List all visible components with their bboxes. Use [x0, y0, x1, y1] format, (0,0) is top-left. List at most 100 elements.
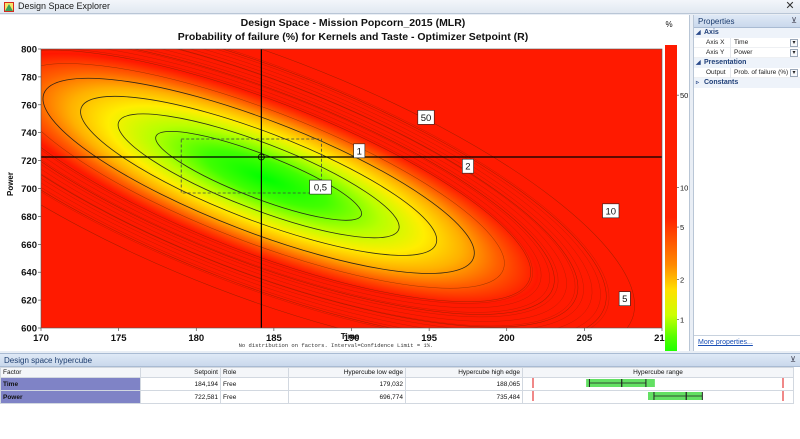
prop-row-axis-x[interactable]: Axis X Time ▾	[694, 37, 800, 48]
high-edge-value[interactable]: 188,065	[405, 377, 523, 391]
prop-row-output[interactable]: Output Prob. of failure (%) ▾	[694, 67, 800, 78]
section-presentation[interactable]: ◢ Presentation	[694, 58, 800, 68]
prop-value: Power	[730, 47, 790, 58]
setpoint-value[interactable]: 722,581	[140, 390, 221, 404]
y-tick-label: 660	[21, 240, 37, 251]
contour-line	[41, 49, 542, 309]
hypercube-panel: Design space hypercube ⊻ Factor Setpoint…	[0, 353, 800, 439]
y-tick-label: 760	[21, 100, 37, 111]
hypercube-range-bar[interactable]	[525, 378, 791, 388]
contour-label: 1	[353, 143, 366, 159]
y-tick-label: 680	[21, 212, 37, 223]
range-cell[interactable]	[522, 390, 794, 404]
y-tick-label: 800	[21, 45, 37, 56]
contour-line	[41, 49, 607, 328]
collapse-triangle-icon[interactable]: ◢	[696, 30, 701, 36]
low-edge-value[interactable]: 696,774	[288, 390, 406, 404]
app-icon	[4, 2, 14, 12]
section-axis[interactable]: ◢ Axis	[694, 28, 800, 38]
colorbar-tick-label: 1	[680, 315, 684, 324]
probability-heatmap	[41, 52, 539, 305]
colorbar-legend: 50105210,5	[665, 45, 688, 351]
contour-line	[41, 49, 635, 328]
range-cell[interactable]	[522, 377, 794, 391]
contour-label: 10	[602, 203, 620, 219]
contour-line	[41, 49, 559, 318]
hypercube-box	[180, 138, 322, 194]
close-window-icon[interactable]: ✕	[785, 0, 795, 12]
hypercube-table: Factor Setpoint Role Hypercube low edge …	[0, 367, 794, 404]
col-header-high-edge[interactable]: Hypercube high edge	[405, 367, 523, 378]
col-header-range[interactable]: Hypercube range	[522, 367, 794, 378]
col-header-low-edge[interactable]: Hypercube low edge	[288, 367, 406, 378]
x-tick-label: 185	[266, 333, 283, 344]
x-tick-label: 210	[654, 333, 670, 344]
hypercube-rectangle	[180, 138, 322, 194]
contour-label: 5	[618, 291, 631, 307]
pin-icon[interactable]: ⊻	[790, 355, 796, 364]
role-value[interactable]: Free	[220, 390, 289, 404]
chart-subtitle: Probability of failure (%) for Kernels a…	[178, 31, 528, 43]
contour-line	[155, 131, 363, 221]
contour-label-text: 2	[465, 162, 470, 173]
x-tick-label: 170	[33, 333, 49, 344]
y-tick-label: 720	[21, 156, 37, 167]
contour-label-text: 5	[622, 294, 627, 305]
setpoint-value[interactable]: 184,194	[140, 377, 221, 391]
hypercube-header: Design space hypercube ⊻	[0, 354, 800, 367]
expand-triangle-icon[interactable]: ▹	[696, 80, 700, 86]
title-bar: Design Space Explorer ✕	[0, 0, 800, 14]
contour-label-text: 0,5	[314, 183, 327, 194]
contour-group	[41, 49, 635, 328]
table-row[interactable]: Time 184,194 Free 179,032 188,065	[0, 377, 794, 391]
colorbar-tick-label: 2	[680, 276, 684, 285]
design-space-chart[interactable]: Design Space - Mission Popcorn_2015 (MLR…	[0, 15, 690, 351]
chart-title: Design Space - Mission Popcorn_2015 (MLR…	[241, 17, 466, 29]
setpoint-crosshair[interactable]	[41, 49, 662, 328]
high-edge-value[interactable]: 735,484	[405, 390, 523, 404]
properties-title: Properties	[698, 17, 735, 26]
dropdown-arrow-icon[interactable]: ▾	[790, 68, 798, 77]
contour-labels: 50 1 2 0,5 10 5	[309, 110, 631, 307]
contour-label: 50	[417, 110, 435, 125]
y-tick-label: 700	[21, 184, 37, 195]
colorbar-tick-label: 10	[680, 183, 688, 192]
table-row[interactable]: Power 722,581 Free 696,774 735,484	[0, 390, 794, 404]
role-value[interactable]: Free	[220, 377, 289, 391]
pin-icon[interactable]: ⊻	[791, 16, 797, 25]
contour-label-text: 10	[605, 206, 616, 217]
prop-row-axis-y[interactable]: Axis Y Power ▾	[694, 47, 800, 58]
dropdown-arrow-icon[interactable]: ▾	[790, 38, 798, 47]
more-properties-link[interactable]: More properties...	[698, 339, 753, 346]
setpoint-marker	[257, 153, 265, 161]
contour-line	[41, 49, 593, 328]
colorbar-gradient	[665, 45, 677, 351]
contour-label-text: 50	[421, 113, 432, 124]
y-axis: 600 620 640 660 680 700 720 740 760 780 800	[21, 45, 663, 335]
factor-name: Time	[0, 377, 141, 391]
contour-label: 0,5	[309, 179, 332, 195]
contour-line	[41, 49, 550, 313]
collapse-triangle-icon[interactable]: ◢	[696, 60, 701, 66]
contour-line	[41, 49, 601, 328]
y-tick-label: 640	[21, 268, 37, 279]
low-edge-value[interactable]: 179,032	[288, 377, 406, 391]
contour-line	[41, 63, 505, 289]
hypercube-range-bar[interactable]	[525, 391, 791, 401]
dropdown-arrow-icon[interactable]: ▾	[790, 48, 798, 57]
x-axis: 170 175 180 185 190 195 200 205 210	[33, 328, 670, 344]
colorbar-unit-label: %	[665, 20, 672, 29]
contour-label-box	[309, 179, 332, 195]
x-tick-label: 195	[421, 333, 438, 344]
col-header-setpoint[interactable]: Setpoint	[140, 367, 221, 378]
contour-label-box	[602, 203, 620, 219]
contour-line	[41, 49, 555, 315]
feasible-region	[41, 52, 539, 305]
section-constants[interactable]: ▹ Constants	[694, 78, 800, 88]
col-header-role[interactable]: Role	[220, 367, 289, 378]
contour-label-box	[462, 158, 474, 174]
col-header-factor[interactable]: Factor	[0, 367, 141, 378]
prop-value: Prob. of failure (%)	[730, 67, 790, 78]
prop-key: Axis X	[706, 39, 725, 46]
